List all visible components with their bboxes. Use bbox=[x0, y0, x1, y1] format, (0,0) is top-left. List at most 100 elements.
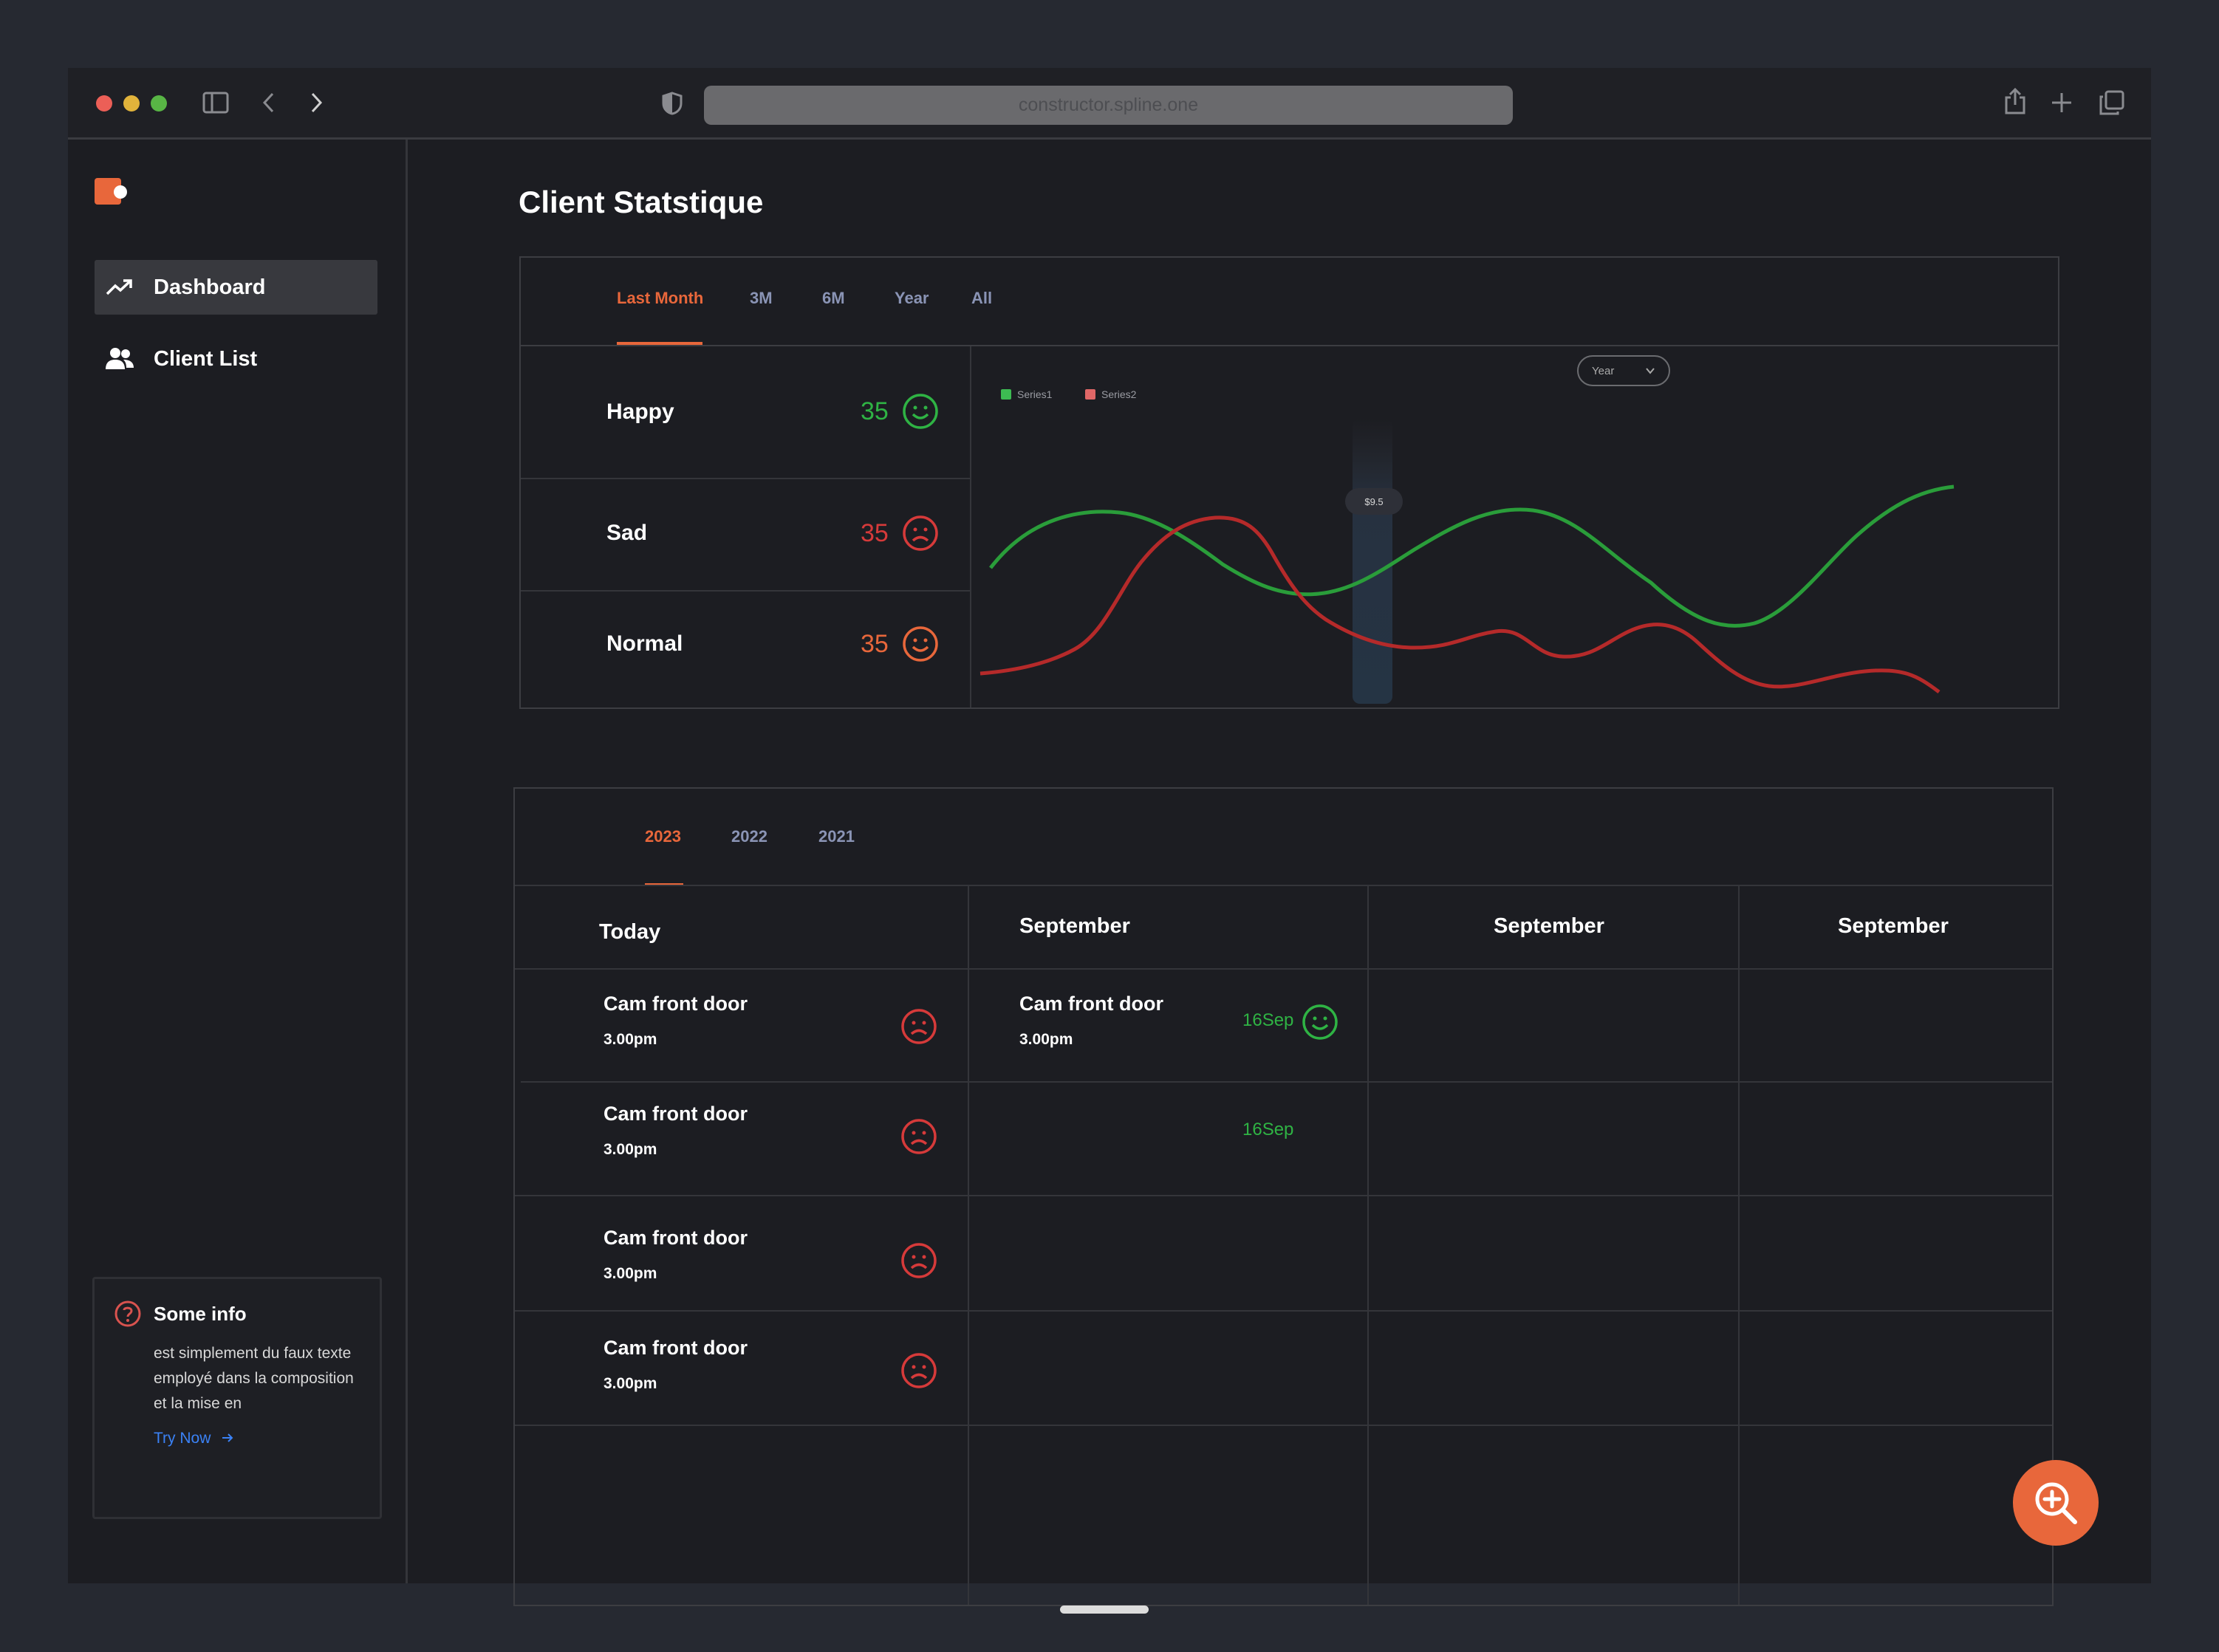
event-time: 3.00pm bbox=[1019, 1031, 1073, 1048]
try-now-link[interactable]: Try Now bbox=[154, 1430, 234, 1447]
tab-year[interactable]: Year bbox=[895, 289, 929, 307]
tab-last-month[interactable]: Last Month bbox=[617, 289, 704, 307]
url-text: constructor.spline.one bbox=[1018, 95, 1199, 115]
zoom-in-button[interactable] bbox=[2013, 1460, 2099, 1546]
event-date: 16Sep bbox=[1242, 1010, 1294, 1030]
minimize-window-button[interactable] bbox=[123, 95, 140, 112]
shield-icon[interactable] bbox=[662, 92, 683, 115]
event-time: 3.00pm bbox=[604, 1031, 657, 1048]
row-divider bbox=[521, 1081, 2052, 1083]
tab-2023[interactable]: 2023 bbox=[645, 827, 681, 846]
schedule-card: 2023 2022 2021 Today September September… bbox=[513, 787, 2054, 1606]
row-divider bbox=[515, 968, 2052, 970]
mood-row-happy: Happy 35 bbox=[521, 346, 970, 479]
tooltip-bubble bbox=[1345, 488, 1403, 515]
column-header-september: September bbox=[1019, 914, 1130, 938]
legend-series1: Series1 bbox=[1001, 388, 1052, 400]
mood-value: 35 bbox=[861, 397, 889, 425]
mood-value: 35 bbox=[861, 630, 889, 658]
tooltip-value: $9.5 bbox=[1364, 496, 1383, 507]
tab-all[interactable]: All bbox=[971, 289, 993, 307]
sidebar-item-label: Dashboard bbox=[154, 275, 266, 299]
column-divider bbox=[968, 885, 969, 1605]
period-dropdown[interactable]: Year bbox=[1577, 355, 1670, 386]
row-divider bbox=[515, 1310, 2052, 1312]
smile-icon bbox=[1302, 1004, 1338, 1040]
page-title: Client Statstique bbox=[519, 185, 764, 219]
maximize-window-button[interactable] bbox=[151, 95, 167, 112]
dropdown-value: Year bbox=[1592, 364, 1615, 377]
mood-value: 35 bbox=[861, 519, 889, 547]
hover-highlight-bar bbox=[1353, 419, 1392, 704]
series1-line bbox=[989, 484, 1955, 628]
smile-icon bbox=[903, 626, 938, 662]
help-circle-icon bbox=[114, 1300, 141, 1327]
share-icon[interactable] bbox=[2003, 87, 2027, 115]
sidebar-item-dashboard[interactable]: Dashboard bbox=[95, 260, 377, 315]
try-now-label: Try Now bbox=[154, 1430, 211, 1447]
series2-line bbox=[979, 515, 1941, 693]
forward-arrow-icon[interactable] bbox=[309, 92, 324, 114]
range-tabs: Last Month 3M 6M Year All bbox=[521, 258, 2058, 346]
sidebar-item-label: Client List bbox=[154, 346, 258, 371]
trending-up-icon bbox=[105, 273, 134, 302]
horizontal-scrollbar[interactable] bbox=[1060, 1605, 1149, 1614]
legend-swatch bbox=[1085, 389, 1095, 400]
tab-2022[interactable]: 2022 bbox=[731, 827, 767, 846]
event-time: 3.00pm bbox=[604, 1265, 657, 1282]
chart-plot: $9.5 bbox=[979, 419, 1955, 704]
arrow-right-icon bbox=[222, 1433, 233, 1442]
event-time: 3.00pm bbox=[604, 1141, 657, 1158]
zoom-in-icon bbox=[2035, 1482, 2077, 1524]
legend-label: Series1 bbox=[1017, 388, 1053, 400]
logo-dot bbox=[114, 185, 127, 199]
address-bar[interactable]: constructor.spline.one bbox=[704, 86, 1513, 125]
mood-label: Happy bbox=[606, 400, 674, 424]
tab-6m[interactable]: 6M bbox=[822, 289, 845, 307]
frown-icon bbox=[903, 515, 938, 551]
mood-label: Sad bbox=[606, 521, 648, 545]
column-divider bbox=[1367, 885, 1369, 1605]
active-tab-indicator bbox=[617, 342, 702, 345]
column-header-today: Today bbox=[599, 920, 661, 944]
column-divider bbox=[1738, 885, 1740, 1605]
legend-label: Series2 bbox=[1101, 388, 1137, 400]
tab-3m[interactable]: 3M bbox=[750, 289, 773, 307]
back-arrow-icon[interactable] bbox=[261, 92, 276, 114]
info-body: est simplement du faux texte employé dan… bbox=[154, 1345, 354, 1412]
frown-icon bbox=[901, 1353, 937, 1388]
event-title: Cam front door bbox=[1019, 993, 1163, 1015]
mood-summary: Happy 35 Sad 35 Normal 35 bbox=[521, 346, 971, 707]
event-time: 3.00pm bbox=[604, 1375, 657, 1392]
event-date: 16Sep bbox=[1242, 1120, 1294, 1139]
event-title: Cam front door bbox=[604, 993, 748, 1015]
legend-series2: Series2 bbox=[1085, 388, 1136, 400]
sidebar: Dashboard Client List Some info est simp… bbox=[68, 140, 408, 1583]
statistics-card: Last Month 3M 6M Year All Happy 35 Sad 3… bbox=[519, 256, 2059, 709]
close-window-button[interactable] bbox=[96, 95, 112, 112]
tab-2021[interactable]: 2021 bbox=[818, 827, 855, 846]
tab-overview-icon[interactable] bbox=[2099, 90, 2124, 115]
new-tab-icon[interactable] bbox=[2051, 92, 2073, 114]
smile-icon bbox=[903, 394, 938, 429]
column-header-september: September bbox=[1494, 914, 1604, 938]
column-header-september: September bbox=[1838, 914, 1949, 938]
frown-icon bbox=[901, 1009, 937, 1044]
browser-window: constructor.spline.one Dashboard Client … bbox=[68, 68, 2151, 1614]
mood-row-sad: Sad 35 bbox=[521, 479, 970, 592]
header-divider bbox=[515, 885, 2052, 886]
browser-toolbar: constructor.spline.one bbox=[68, 68, 2151, 140]
row-divider bbox=[515, 1425, 2052, 1426]
frown-icon bbox=[901, 1119, 937, 1154]
users-icon bbox=[105, 344, 134, 374]
event-title: Cam front door bbox=[604, 1337, 748, 1359]
sidebar-item-client-list[interactable]: Client List bbox=[95, 332, 377, 386]
mood-label: Normal bbox=[606, 631, 683, 656]
info-title: Some info bbox=[154, 1303, 247, 1325]
row-divider bbox=[515, 1195, 2052, 1196]
frown-icon bbox=[901, 1243, 937, 1278]
legend-swatch bbox=[1001, 389, 1011, 400]
event-title: Cam front door bbox=[604, 1227, 748, 1249]
event-title: Cam front door bbox=[604, 1103, 748, 1125]
sidebar-toggle-icon[interactable] bbox=[202, 92, 229, 114]
